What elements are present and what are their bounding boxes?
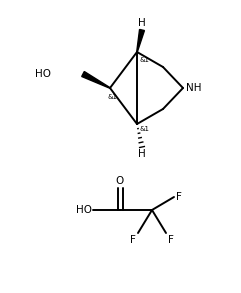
Text: H: H bbox=[138, 149, 146, 159]
Text: HO: HO bbox=[35, 69, 51, 79]
Text: &1: &1 bbox=[140, 57, 150, 63]
Text: H: H bbox=[138, 18, 146, 28]
Text: &1: &1 bbox=[108, 94, 118, 100]
Polygon shape bbox=[82, 71, 110, 88]
Polygon shape bbox=[137, 29, 144, 52]
Text: F: F bbox=[130, 235, 136, 245]
Text: F: F bbox=[168, 235, 174, 245]
Text: HO: HO bbox=[76, 205, 92, 215]
Text: NH: NH bbox=[186, 83, 201, 93]
Text: &1: &1 bbox=[140, 126, 150, 132]
Text: F: F bbox=[176, 192, 182, 202]
Text: O: O bbox=[116, 176, 124, 186]
